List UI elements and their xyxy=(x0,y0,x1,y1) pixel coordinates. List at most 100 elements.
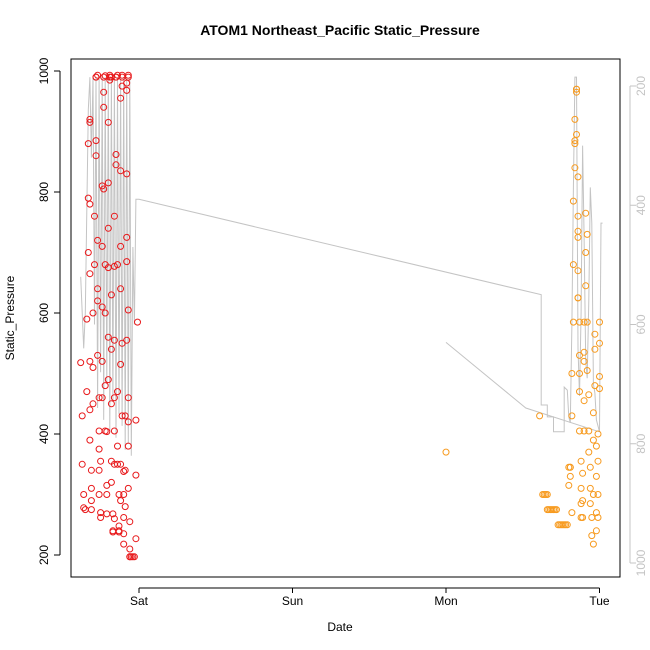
data-point-s2-51 xyxy=(576,427,583,435)
data-point-s1-31 xyxy=(92,73,100,81)
data-point-s1-143 xyxy=(132,416,140,424)
data-point-s1-121 xyxy=(123,336,131,344)
data-point-s2-88 xyxy=(592,527,600,535)
series-line-2 xyxy=(445,342,600,433)
data-point-s1-44 xyxy=(97,457,105,465)
data-point-s2-56 xyxy=(579,514,587,521)
data-point-s2-71 xyxy=(585,427,593,435)
data-point-s1-66 xyxy=(104,224,112,232)
data-point-s1-13 xyxy=(86,115,94,123)
data-point-s1-77 xyxy=(107,478,115,486)
data-point-s1-144 xyxy=(134,318,141,326)
data-point-s1-22 xyxy=(87,506,95,514)
data-point-s1-122 xyxy=(123,258,131,266)
data-point-s2-63 xyxy=(580,318,588,326)
data-point-s1-45 xyxy=(98,394,106,402)
data-point-s2-42 xyxy=(574,233,582,241)
data-point-s2-1 xyxy=(442,448,450,456)
data-point-s1-57 xyxy=(101,382,109,390)
data-point-s1-39 xyxy=(95,445,103,453)
data-point-s1-120 xyxy=(121,412,129,420)
x-tick-label-3: Mon xyxy=(434,594,457,608)
data-point-s1-63 xyxy=(104,376,112,384)
data-point-s2-60 xyxy=(580,397,588,405)
x-axis-label: Date xyxy=(327,620,353,634)
data-point-s1-10 xyxy=(84,194,92,202)
data-point-s1-140 xyxy=(130,553,138,561)
data-point-s1-118 xyxy=(121,503,129,511)
data-point-s2-81 xyxy=(589,409,597,417)
y-left-tick-label-3: 600 xyxy=(37,303,51,323)
data-point-s1-34 xyxy=(94,285,102,293)
data-point-s1-20 xyxy=(87,484,95,492)
data-point-s1-142 xyxy=(132,471,140,479)
data-point-s2-13 xyxy=(553,506,560,514)
data-point-s1-93 xyxy=(114,261,121,269)
data-point-s1-25 xyxy=(89,309,97,317)
data-point-s2-28 xyxy=(568,370,576,377)
data-point-s1-106 xyxy=(117,167,125,175)
data-point-s1-41 xyxy=(95,491,103,498)
data-point-s2-32 xyxy=(571,164,579,172)
data-point-s2-69 xyxy=(583,367,591,374)
data-point-s1-15 xyxy=(86,270,94,278)
data-point-s2-75 xyxy=(586,500,594,508)
y-right-tick-label-1: 200 xyxy=(634,76,648,96)
data-point-s1-71 xyxy=(106,71,114,79)
x-tick-label-1: Sat xyxy=(130,594,149,608)
data-point-s1-28 xyxy=(92,152,100,160)
data-point-s2-47 xyxy=(576,318,583,326)
line-layer xyxy=(80,76,603,456)
data-point-s2-87 xyxy=(592,509,600,517)
data-point-s2-70 xyxy=(585,391,593,399)
data-point-s2-84 xyxy=(591,330,599,338)
plot-box xyxy=(70,58,621,578)
data-point-s1-68 xyxy=(104,118,112,126)
data-point-s1-135 xyxy=(126,545,134,553)
data-point-s1-115 xyxy=(120,514,128,521)
data-point-s1-101 xyxy=(117,497,125,505)
data-point-s2-37 xyxy=(573,88,580,96)
data-point-s2-66 xyxy=(582,209,590,217)
data-point-s2-96 xyxy=(596,318,603,326)
data-point-s2-27 xyxy=(568,412,576,420)
data-point-s2-23 xyxy=(566,463,574,471)
data-point-s1-87 xyxy=(110,212,118,220)
data-point-s2-35 xyxy=(571,115,579,123)
data-point-s2-50 xyxy=(576,388,583,396)
data-point-s1-62 xyxy=(103,428,111,436)
data-point-s1-124 xyxy=(123,170,131,178)
data-point-s1-9 xyxy=(84,249,92,256)
data-point-s1-125 xyxy=(123,86,131,94)
data-point-s1-75 xyxy=(107,400,115,408)
data-point-s1-141 xyxy=(132,535,140,543)
data-point-s1-1 xyxy=(77,359,85,367)
data-point-s1-12 xyxy=(86,118,94,126)
data-point-s2-25 xyxy=(566,472,574,480)
data-point-s2-46 xyxy=(574,294,582,302)
data-point-s1-3 xyxy=(78,460,86,468)
data-point-s1-11 xyxy=(84,140,92,148)
data-point-s1-14 xyxy=(86,200,94,208)
data-point-s1-92 xyxy=(114,71,121,79)
data-point-s2-31 xyxy=(569,197,577,205)
data-point-s2-58 xyxy=(579,469,587,477)
data-point-s2-91 xyxy=(594,457,602,465)
data-point-s1-60 xyxy=(103,510,111,518)
data-point-s1-130 xyxy=(124,394,132,402)
x-tick-label-2: Sun xyxy=(282,594,303,608)
data-point-s1-27 xyxy=(91,212,98,220)
data-point-s2-39 xyxy=(573,131,580,138)
data-point-s1-83 xyxy=(110,427,118,435)
data-point-s1-81 xyxy=(110,515,118,523)
data-point-s1-16 xyxy=(86,357,94,365)
data-point-s2-67 xyxy=(583,230,591,238)
data-point-s2-29 xyxy=(569,318,577,326)
data-point-s1-89 xyxy=(112,151,120,158)
data-point-s1-67 xyxy=(104,179,112,187)
data-point-s2-20 xyxy=(563,521,571,529)
data-point-s1-117 xyxy=(120,530,128,538)
data-point-s1-74 xyxy=(107,345,115,353)
data-point-s1-127 xyxy=(124,73,132,81)
